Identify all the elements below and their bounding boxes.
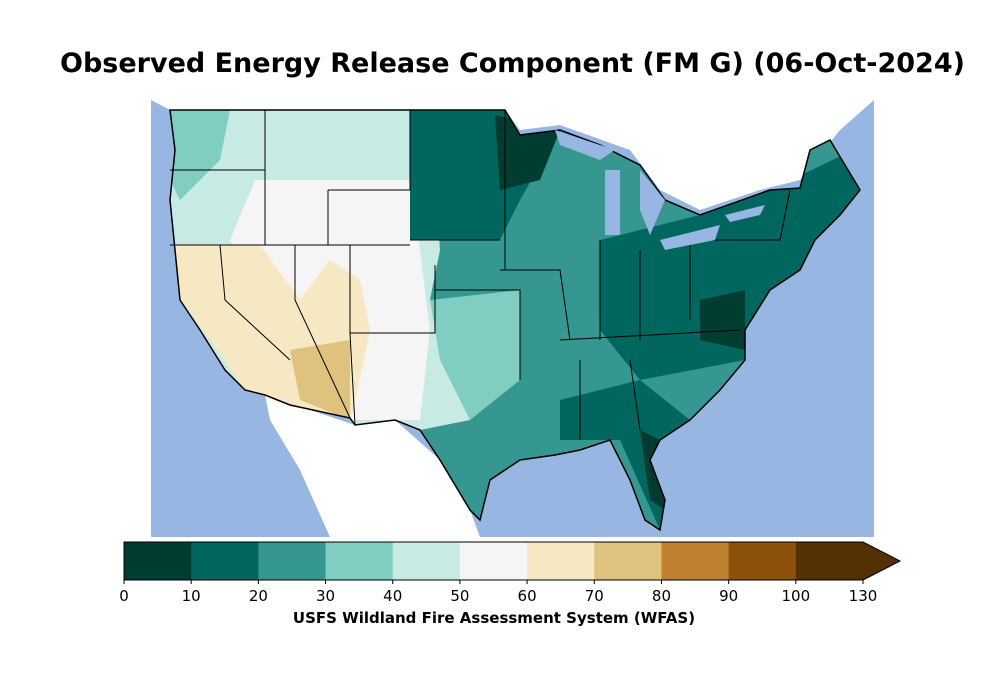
- erc-map: [151, 85, 874, 537]
- colorbar-bin-7: [594, 542, 662, 580]
- colorbar-bin-9: [728, 542, 797, 580]
- colorbar-tick-label: 70: [584, 587, 604, 605]
- canada-land: [151, 85, 874, 210]
- colorbar-bin-1: [191, 542, 259, 580]
- colorbar-outline: [123, 541, 902, 581]
- colorbar-tick-label: 100: [781, 587, 811, 605]
- mexico-land: [265, 395, 480, 537]
- colorbar-tick-label: 50: [450, 587, 470, 605]
- colorbar-bin-8: [661, 542, 730, 580]
- colorbar-tick-label: 80: [651, 587, 671, 605]
- state-borders: [170, 110, 791, 440]
- colorbar-tick-label: 60: [517, 587, 537, 605]
- colorbar-tick-label: 10: [181, 587, 201, 605]
- colorbar-label: USFS Wildland Fire Assessment System (WF…: [292, 609, 696, 627]
- colorbar-bin-6: [527, 542, 595, 580]
- colorbar-bin-3: [325, 542, 394, 580]
- colorbar-bin-4: [392, 542, 461, 580]
- colorbar-bin-5: [459, 542, 528, 580]
- colorbar-bin-0: [124, 542, 192, 580]
- colorbar-tick-label: 30: [315, 587, 336, 605]
- colorbar-tick-label: 90: [719, 587, 739, 605]
- colorbar-bin-10: [795, 542, 900, 580]
- colorbar-tick-label: 20: [248, 587, 268, 605]
- colorbar-tick-label: 130: [848, 587, 878, 605]
- colorbar-bin-2: [258, 542, 327, 580]
- map-title: Observed Energy Release Component (FM G)…: [60, 48, 965, 79]
- lakes: [555, 130, 765, 250]
- colorbar-tick-label: 40: [383, 587, 403, 605]
- colorbar-tick-label: 0: [119, 587, 129, 605]
